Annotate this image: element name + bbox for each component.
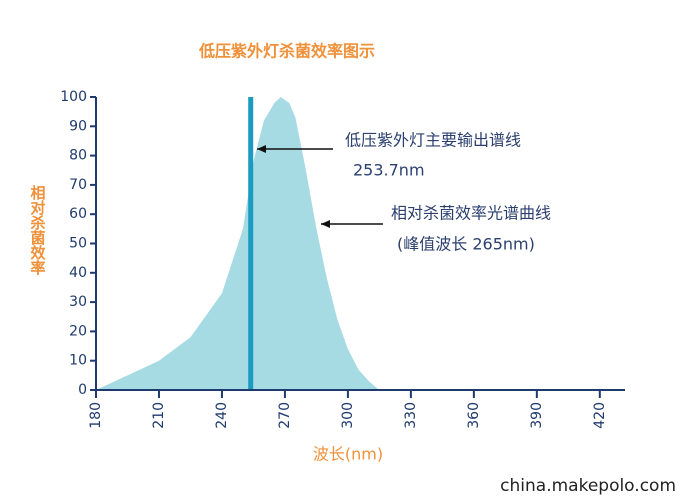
y-tick-label: 40 xyxy=(69,265,87,281)
y-tick-label: 70 xyxy=(69,177,87,193)
x-tick-label: 210 xyxy=(151,402,167,429)
y-axis-label: 相对杀菌效率 xyxy=(29,184,47,276)
arrow-head xyxy=(321,220,330,228)
y-tick-label: 100 xyxy=(60,89,87,105)
x-axis-label: 波长(nm) xyxy=(313,445,383,464)
y-tick-label: 90 xyxy=(69,118,87,134)
y-tick-label: 60 xyxy=(69,206,87,222)
x-tick-label: 180 xyxy=(88,402,104,429)
x-tick-label: 330 xyxy=(403,402,419,429)
arrow-head xyxy=(257,145,266,153)
y-tick-label: 10 xyxy=(69,353,87,369)
x-tick-label: 360 xyxy=(466,402,482,429)
x-tick-label: 390 xyxy=(529,402,545,429)
annotation: 253.7nm xyxy=(353,161,425,180)
watermark: china.makepolo.com xyxy=(500,476,676,496)
annotation: 相对杀菌效率光谱曲线 xyxy=(391,204,551,223)
area xyxy=(96,97,380,390)
y-tick-label: 80 xyxy=(69,148,87,164)
x-tick-label: 300 xyxy=(340,402,356,429)
annotation: 低压紫外灯主要输出谱线 xyxy=(345,131,521,150)
x-tick-label: 420 xyxy=(592,402,608,429)
y-tick-label: 30 xyxy=(69,294,87,310)
x-tick-label: 270 xyxy=(277,402,293,429)
y-tick-label: 50 xyxy=(69,236,87,252)
chart-title: 低压紫外灯杀菌效率图示 xyxy=(198,42,375,61)
x-tick-label: 240 xyxy=(214,402,230,429)
annotation: (峰值波长 265nm) xyxy=(397,235,535,254)
y-tick-label: 20 xyxy=(69,323,87,339)
y-tick-label: 0 xyxy=(78,382,87,398)
